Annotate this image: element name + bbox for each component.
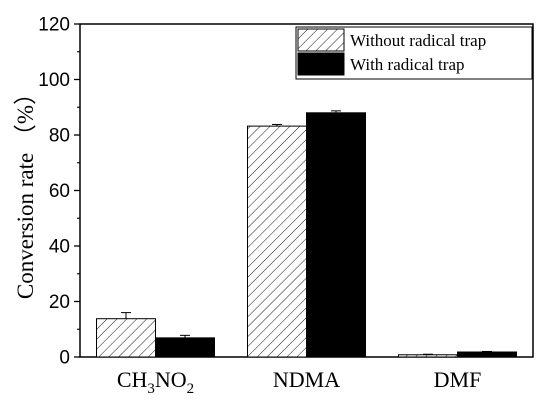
x-tick-label: CH3NO2 [117,367,194,397]
x-tick-label: NDMA [273,367,340,392]
legend-label: With radical trap [350,55,464,74]
legend-swatch [297,28,345,52]
legend: Without radical trap With radical trap [295,26,533,80]
x-axis: CH3NO2 NDMA DMF [117,367,482,397]
legend-swatch [297,52,345,76]
legend-label: Without radical trap [350,31,486,50]
y-axis-label: Conversion rate （%） [13,82,38,299]
y-tick-label: 120 [38,15,70,36]
bar [398,354,458,358]
bar [96,318,156,358]
bar [306,112,366,358]
bar [155,337,215,358]
y-tick-label: 40 [49,237,70,258]
bar [247,125,307,358]
plot-area [79,23,534,358]
y-axis: 0 20 40 60 80 100 120 [38,15,80,369]
x-tick-label: DMF [434,367,482,392]
y-tick-label: 60 [49,181,70,202]
y-tick-label: 100 [38,70,70,91]
y-tick-label: 20 [49,292,70,313]
y-tick-label: 0 [59,348,70,369]
y-tick-label: 80 [49,126,70,147]
bar [457,351,517,358]
